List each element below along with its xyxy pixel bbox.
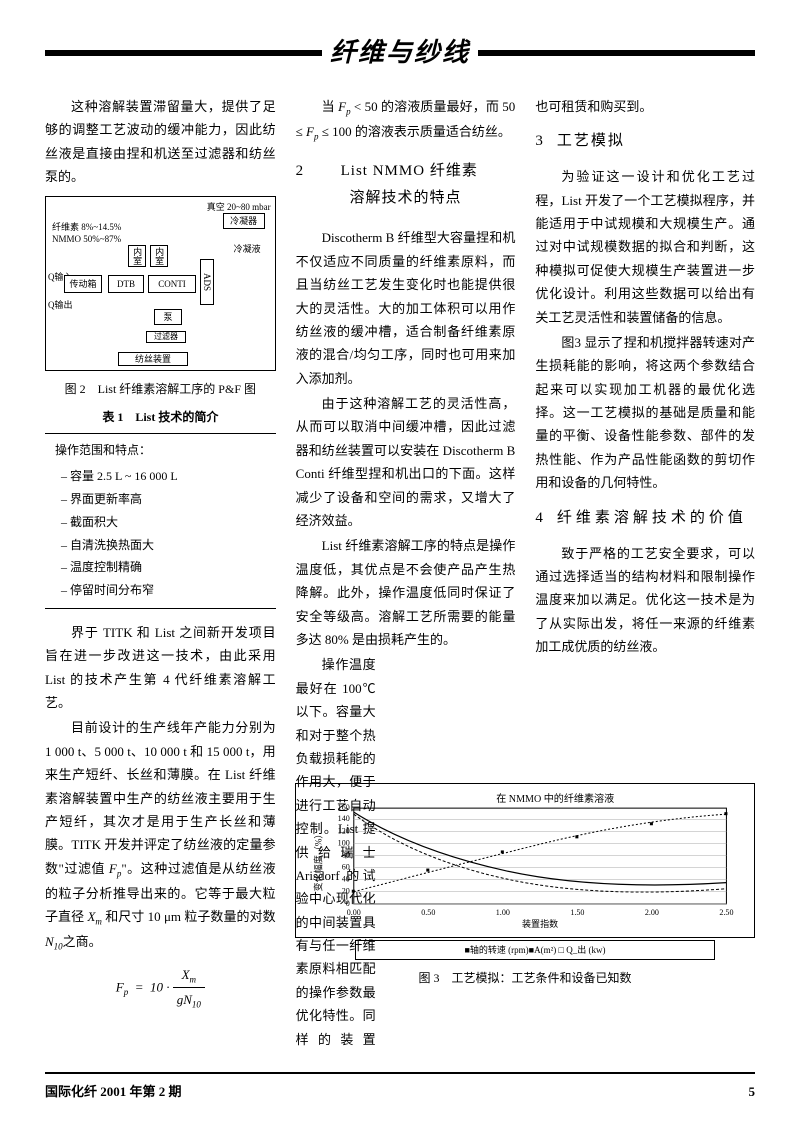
svg-text:140: 140 [338, 814, 350, 823]
footer-left: 国际化纤 2001 年第 2 期 [45, 1080, 182, 1103]
svg-text:120: 120 [338, 826, 350, 835]
spec-5: – 停留时间分布窄 [55, 579, 266, 602]
d-dtb: DTB [108, 275, 144, 293]
c1-p3a: 目前设计的生产线年产能力分别为 1 000 t、5 000 t、10 000 t… [45, 720, 276, 875]
section-3-head: 3 工艺模拟 [535, 128, 755, 155]
d-ads: ADS [200, 259, 214, 305]
svg-text:0: 0 [346, 899, 350, 908]
sym-fp3: Fp [306, 124, 318, 139]
header-rule-right [478, 50, 755, 56]
chart-svg: 在 NMMO 中的纤维素溶液 0 20 40 60 80 100 120 140 160 0… [302, 790, 748, 931]
c2-p2: Discotherm B 纤维型大容量捏和机不仅适应不同质量的纤维素原料，而且当… [296, 226, 516, 390]
svg-text:2.50: 2.50 [719, 908, 733, 917]
svg-text:20: 20 [342, 887, 350, 896]
c3-p3: 图3 显示了捏和机搅拌器转速对产生损耗能的影响，将这两个参数结合起来可以实现加工… [535, 331, 755, 495]
spec-3: – 自清洗换热面大 [55, 534, 266, 557]
d-inner2: 内室 [150, 245, 168, 267]
spec-2: – 截面积大 [55, 511, 266, 534]
figure-2-diagram: 真空 20~80 mbar 冷凝器 纤维素 8%~14.5% NMMO 50%~… [45, 196, 276, 371]
figure-3-caption: 图 3 工艺模拟：工艺条件和设备已知数 [295, 968, 755, 990]
c1-p3: 目前设计的生产线年产能力分别为 1 000 t、5 000 t、10 000 t… [45, 716, 276, 954]
chart-legend: ■轴的转速 (rpm)■A(m²) □ Q_出 (kw) [355, 940, 715, 960]
c2-p3: 由于这种溶解工艺的灵活性高，从而可以取消中间缓冲槽，因此过滤器和纺丝装置可以安装… [296, 392, 516, 532]
sec2-t2: 溶解技术的特点 [296, 185, 516, 212]
sym-fp: Fp [109, 861, 121, 876]
sym-xm: Xm [87, 909, 101, 924]
d-nmmo: NMMO 50%~87% [52, 231, 121, 247]
spec-4: – 温度控制精确 [55, 556, 266, 579]
sec2-num: 2 [296, 158, 304, 185]
svg-text:100: 100 [338, 838, 350, 847]
sec4-title: 纤维素溶解技术的价值 [557, 505, 747, 532]
c1-p3d: 之商。 [63, 934, 102, 949]
page-footer: 国际化纤 2001 年第 2 期 5 [45, 1072, 755, 1103]
c3-p4: 致于严格的工艺安全要求，可以通过选择适当的结构材料和限制操作温度来加以满足。优化… [535, 542, 755, 659]
svg-text:1.50: 1.50 [570, 908, 584, 917]
sym-n10: N10 [45, 934, 63, 949]
c3-p2: 为验证这一设计和优化工艺过程，List 开发了一个工艺模拟程序，并能适用于中试规… [535, 165, 755, 329]
sec3-num: 3 [535, 128, 543, 155]
d-pump: 泵 [154, 309, 182, 325]
sec2-t1: List NMMO 纤维素 [296, 158, 516, 185]
d-filter: 过滤器 [146, 331, 186, 343]
c3-p1: 也可租赁和购买到。 [535, 95, 755, 118]
svg-text:0.50: 0.50 [421, 908, 435, 917]
header-rule-left [45, 50, 322, 56]
d-inner1: 内室 [128, 245, 146, 267]
figure-3-chart: 在 NMMO 中的纤维素溶液 0 20 40 60 80 100 120 140 160 0… [295, 783, 755, 938]
spec-0: – 容量 2.5 L ~ 16 000 L [55, 465, 266, 488]
svg-text:0.00: 0.00 [347, 908, 361, 917]
svg-text:160: 160 [338, 803, 350, 812]
svg-text:60: 60 [342, 863, 350, 872]
spec-head: 操作范围和特点： [55, 440, 266, 462]
c1-p1: 这种溶解装置滞留量大，提供了足够的调整工艺波动的缓冲能力，因此纺丝液是直接由捏和… [45, 95, 276, 189]
d-condensate: 冷凝液 [234, 241, 261, 257]
figure-3-area: 在 NMMO 中的纤维素溶液 0 20 40 60 80 100 120 140 160 0… [295, 775, 755, 990]
chart-title: 在 NMMO 中的纤维素溶液 [496, 792, 614, 805]
journal-title: 纤维与纱线 [322, 30, 478, 77]
c2-p1: 当 Fp < 50 的溶液质量最好，而 50 ≤ Fp ≤ 100 的溶液表示质… [296, 95, 516, 145]
svg-text:1.00: 1.00 [496, 908, 510, 917]
sec3-title: 工艺模拟 [557, 128, 625, 155]
formula-fp: Fp = 10 · XmgN10 [45, 963, 276, 1014]
section-4-head: 4 纤维素溶解技术的价值 [535, 505, 755, 532]
c1-p2: 界于 TITK 和 List 之间新开发项目旨在进一步改进这一技术，由此采用 L… [45, 621, 276, 715]
sec4-num: 4 [535, 505, 543, 532]
d-spin: 纺丝装置 [118, 352, 188, 366]
header-bar: 纤维与纱线 [45, 30, 755, 77]
section-2-head: 2 List NMMO 纤维素 溶解技术的特点 [296, 158, 516, 212]
table-1-title: 表 1 List 技术的简介 [45, 407, 276, 429]
svg-text:2.00: 2.00 [645, 908, 659, 917]
svg-text:80: 80 [342, 850, 350, 859]
svg-text:变化幅度（%）: 变化幅度（%） [313, 830, 324, 892]
figure-2-caption: 图 2 List 纤维素溶解工序的 P&F 图 [45, 379, 276, 401]
svg-text:装置指数: 装置指数 [522, 918, 558, 929]
c2-p1a: 当 [322, 99, 338, 114]
table-1-block: 操作范围和特点： – 容量 2.5 L ~ 16 000 L – 界面更新率高 … [45, 433, 276, 609]
d-gearbox: 传动箱 [64, 275, 102, 293]
d-condenser: 冷凝器 [223, 213, 265, 229]
c2-p1c: ≤ 100 的溶液表示质量适合纺丝。 [319, 124, 511, 139]
d-conti: CONTI [148, 275, 196, 293]
footer-right: 5 [749, 1080, 756, 1103]
sym-fp2: Fp [338, 99, 350, 114]
c1-p3c: 和尺寸 10 μm 粒子数量的对数 [102, 909, 276, 924]
d-qout: Q输出 [48, 297, 73, 313]
spec-1: – 界面更新率高 [55, 488, 266, 511]
svg-text:40: 40 [342, 875, 350, 884]
column-1: 这种溶解装置滞留量大，提供了足够的调整工艺波动的缓冲能力，因此纺丝液是直接由捏和… [45, 95, 276, 1053]
c2-p4: List 纤维素溶解工序的特点是操作温度低，其优点是不会使产品产生热降解。此外，… [296, 534, 516, 651]
